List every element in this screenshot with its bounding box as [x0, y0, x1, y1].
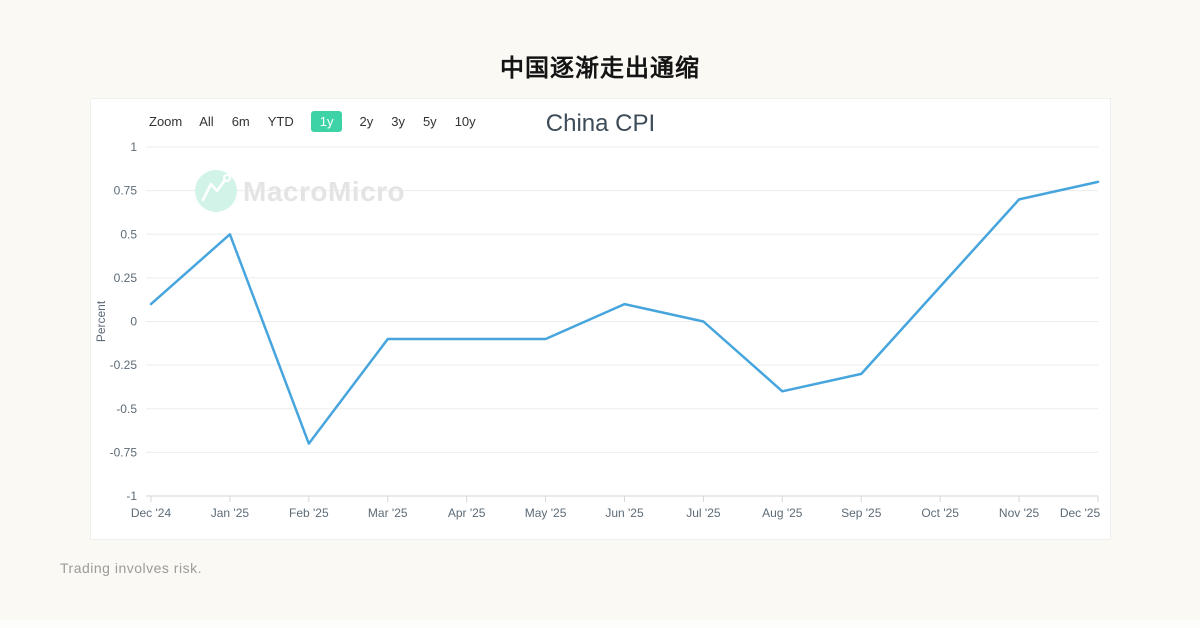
- bottom-strip: [0, 620, 1200, 628]
- x-axis-label: Mar '25: [368, 506, 408, 520]
- x-axis-label: Dec '24: [131, 506, 172, 520]
- x-axis-label: May '25: [525, 506, 567, 520]
- disclaimer-text: Trading involves risk.: [60, 560, 202, 576]
- x-axis-label: Apr '25: [448, 506, 486, 520]
- x-axis-label: Jan '25: [211, 506, 250, 520]
- y-axis-label: -0.5: [116, 402, 137, 416]
- y-axis-label: 0.25: [114, 271, 138, 285]
- y-axis-label: 1: [130, 140, 137, 154]
- x-axis-label: Feb '25: [289, 506, 329, 520]
- range-button-ytd[interactable]: YTD: [267, 113, 294, 129]
- x-axis-label: Oct '25: [921, 506, 959, 520]
- y-axis-label: -1: [126, 489, 137, 503]
- cpi-line-series: [149, 180, 1100, 445]
- range-button-all[interactable]: All: [199, 113, 214, 129]
- x-axis-label: Jul '25: [686, 506, 721, 520]
- y-axis-label: -0.75: [110, 445, 138, 459]
- range-toolbar: Zoom All 6m YTD 1y 2y 3y 5y 10y: [149, 107, 477, 135]
- cpi-line-chart: 1 0.75 0.5 0.25 0 -0.25 -0.5 -0.75 -1 Percent Macr…: [94, 140, 1101, 520]
- y-axis-label: 0: [130, 315, 137, 329]
- y-axis-label: -0.25: [110, 358, 138, 372]
- range-button-1y[interactable]: 1y: [310, 110, 343, 132]
- logo-ring-icon: [223, 174, 231, 182]
- y-axis-label: 0.75: [114, 184, 138, 198]
- x-axis-label: Dec '25: [1060, 506, 1101, 520]
- x-axis-label: Nov '25: [999, 506, 1040, 520]
- macromicro-watermark: MacroMicro: [195, 170, 405, 212]
- range-button-3y[interactable]: 3y: [391, 113, 405, 129]
- range-button-2y[interactable]: 2y: [359, 113, 374, 129]
- page-title: 中国逐渐走出通缩: [500, 55, 700, 82]
- x-axis-label: Aug '25: [762, 506, 803, 520]
- y-axis-title: Percent: [94, 300, 108, 342]
- x-axis-label: Sep '25: [841, 506, 882, 520]
- chart-card: Zoom All 6m YTD 1y 2y 3y 5y 10y China CPI 1 0.75…: [90, 98, 1111, 540]
- chart-title: China CPI: [545, 110, 656, 137]
- logo-zigzag-icon: [201, 178, 227, 202]
- range-button-6m[interactable]: 6m: [231, 113, 250, 129]
- x-axis-label: Jun '25: [605, 506, 644, 520]
- zoom-label: Zoom: [149, 113, 183, 129]
- watermark-text: MacroMicro: [243, 176, 405, 207]
- range-button-10y[interactable]: 10y: [454, 113, 476, 129]
- range-button-5y[interactable]: 5y: [422, 113, 437, 129]
- y-axis-label: 0.5: [120, 227, 137, 241]
